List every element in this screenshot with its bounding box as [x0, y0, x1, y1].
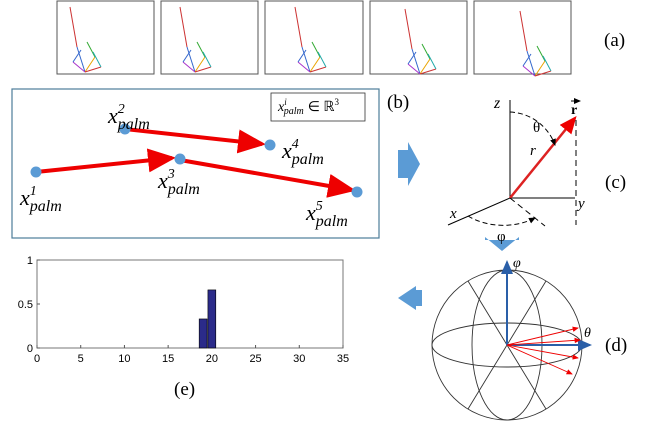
panel-label: (a) [604, 30, 625, 51]
vector-label: r [571, 103, 577, 118]
x-tick-label: 25 [249, 353, 261, 365]
pose-frames [57, 1, 571, 76]
panel-label: (d) [605, 335, 627, 356]
sphere [432, 262, 590, 420]
axis-label: z [493, 95, 501, 112]
figure: (a) x1palm x2palm x3palm x4palm x5palm x… [0, 0, 647, 421]
panel-label: (e) [174, 379, 195, 400]
x-tick-label: 10 [118, 353, 130, 365]
x-tick-label: 5 [78, 353, 84, 365]
x-tick-label: 20 [206, 353, 218, 365]
x-tick-label: 0 [34, 353, 40, 365]
axis-label: x [449, 206, 457, 222]
bar [199, 319, 207, 348]
y-tick-label: 0.5 [18, 299, 33, 311]
panel-label: (c) [605, 172, 626, 193]
spherical-diagram [448, 100, 576, 226]
panel-label: (b) [387, 92, 409, 113]
x-tick-label: 30 [293, 353, 305, 365]
y-tick-label: 1 [27, 255, 33, 267]
angle-label: θ [533, 120, 540, 136]
bar [208, 290, 216, 348]
x-tick-label: 35 [337, 353, 349, 365]
x-tick-label: 15 [162, 353, 174, 365]
plot-frame [37, 260, 343, 348]
axis-label: y [576, 196, 585, 212]
axis-label: φ [513, 256, 521, 271]
radius-label: r [530, 143, 536, 159]
y-tick-label: 0 [27, 343, 33, 355]
angle-label: φ [497, 229, 506, 245]
axis-label: θ [584, 326, 591, 341]
